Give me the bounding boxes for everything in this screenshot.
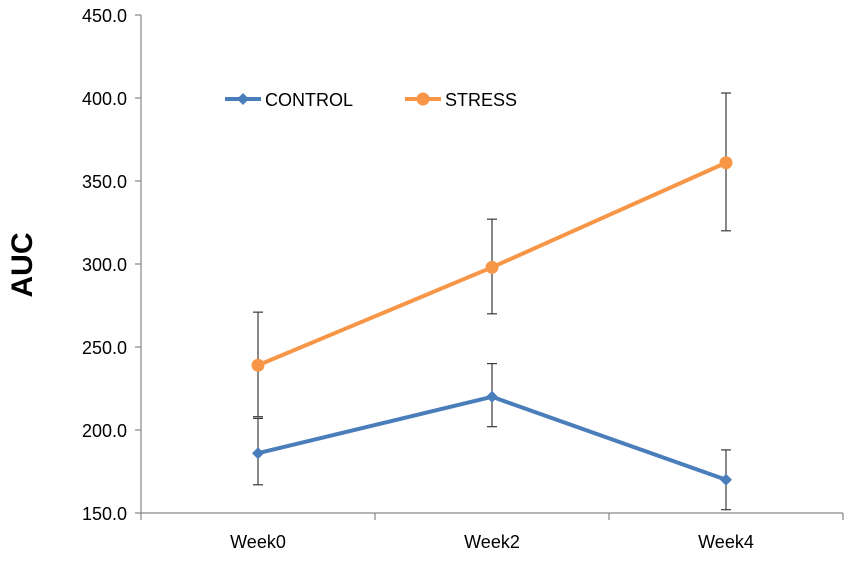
legend-label-stress: STRESS bbox=[445, 90, 517, 110]
y-tick-label: 150.0 bbox=[82, 504, 127, 524]
control-data-point bbox=[486, 390, 498, 403]
legend: CONTROL STRESS bbox=[225, 90, 517, 110]
y-axis-title: AUC bbox=[6, 233, 39, 298]
legend-marker-stress bbox=[416, 92, 430, 106]
x-tick-label: Week4 bbox=[698, 532, 754, 552]
axes: 150.0 200.0 250.0 300.0 350.0 400.0 450.0 Week0… bbox=[82, 6, 844, 552]
control-data-point bbox=[720, 473, 732, 486]
plot-area bbox=[251, 92, 733, 511]
legend-item-control: CONTROL bbox=[225, 90, 353, 110]
y-tick-label: 400.0 bbox=[82, 89, 127, 109]
y-tick-label: 300.0 bbox=[82, 255, 127, 275]
stress-data-point bbox=[719, 156, 733, 170]
y-tick-label: 200.0 bbox=[82, 421, 127, 441]
y-tick-label: 450.0 bbox=[82, 6, 127, 26]
legend-item-stress: STRESS bbox=[405, 90, 517, 110]
legend-marker-control bbox=[237, 93, 249, 105]
x-tick-label: Week0 bbox=[230, 532, 286, 552]
y-tick-label: 350.0 bbox=[82, 172, 127, 192]
x-tick-label: Week2 bbox=[464, 532, 520, 552]
legend-label-control: CONTROL bbox=[265, 90, 353, 110]
stress-data-point bbox=[485, 260, 499, 274]
stress-data-point bbox=[251, 358, 265, 372]
control-data-point bbox=[252, 447, 264, 460]
y-tick-label: 250.0 bbox=[82, 338, 127, 358]
